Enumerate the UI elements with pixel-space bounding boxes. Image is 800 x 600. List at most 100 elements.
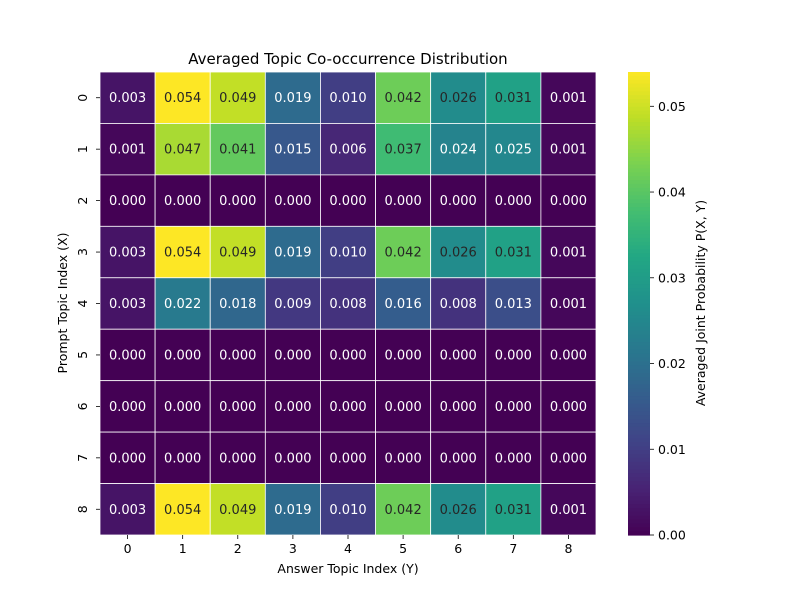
heatmap-cell — [209, 123, 266, 176]
heatmap-cell — [540, 328, 597, 382]
cell-value-label: 0.000 — [164, 451, 201, 466]
heatmap-cell — [264, 431, 321, 484]
cell-value-label: 0.047 — [164, 143, 201, 158]
y-axis: 0 1 2 3 4 5 6 7 8 — [75, 94, 100, 513]
heatmap-cell — [430, 277, 487, 330]
colorbar-segment — [628, 388, 650, 393]
heatmap-cell — [154, 174, 211, 227]
cell-value-label: 0.000 — [219, 400, 256, 415]
cell-value-label: 0.018 — [219, 297, 256, 312]
x-tick-label: 0 — [124, 541, 132, 556]
colorbar-segment — [628, 295, 650, 301]
colorbar-segment — [628, 527, 650, 532]
colorbar-segment — [628, 353, 650, 359]
colorbar-segment — [628, 461, 650, 467]
colorbar-segment — [628, 191, 650, 197]
colorbar-segment — [628, 531, 650, 536]
heatmap-cell — [320, 328, 376, 382]
heatmap-cells: 0.003 0.054 0.049 0.019 0.010 0.042 0.026 0.031… — [99, 71, 597, 536]
cell-value-label: 0.026 — [440, 91, 477, 106]
colorbar-segment — [628, 519, 650, 525]
cell-value-label: 0.000 — [550, 194, 587, 209]
colorbar-segment — [628, 245, 650, 251]
colorbar-segment — [628, 122, 650, 127]
heatmap-cell — [154, 71, 211, 124]
y-tick-label: 5 — [75, 351, 90, 359]
cell-value-label: 0.000 — [109, 400, 146, 415]
cell-value-label: 0.031 — [495, 91, 532, 106]
colorbar-segment — [628, 234, 650, 239]
cell-value-label: 0.000 — [495, 194, 532, 209]
heatmap-cell — [99, 225, 156, 279]
cell-value-label: 0.010 — [329, 91, 366, 106]
colorbar-segment — [628, 180, 650, 185]
cell-value-label: 0.049 — [219, 91, 256, 106]
y-axis-label: Prompt Topic Index (X) — [55, 233, 70, 374]
cell-value-label: 0.042 — [385, 246, 422, 261]
cell-value-label: 0.001 — [550, 503, 587, 518]
x-axis-label: Answer Topic Index (Y) — [277, 561, 418, 576]
x-tick-label: 2 — [234, 541, 242, 556]
colorbar-segment — [628, 126, 650, 131]
colorbar-segment — [628, 511, 650, 517]
heatmap-cell — [375, 431, 432, 484]
cell-value-label: 0.054 — [164, 246, 201, 261]
colorbar-segment — [628, 75, 650, 81]
heatmap-cell — [540, 483, 597, 536]
colorbar-segment — [628, 496, 650, 501]
colorbar-segment — [628, 268, 650, 274]
cell-value-label: 0.000 — [385, 451, 422, 466]
colorbar-segment — [628, 345, 650, 351]
colorbar-segment — [628, 95, 650, 100]
cell-value-label: 0.022 — [164, 297, 201, 312]
cell-value-label: 0.041 — [219, 143, 256, 158]
colorbar-segment — [628, 438, 650, 443]
heatmap-cell — [320, 174, 376, 227]
colorbar-segment — [628, 210, 650, 216]
colorbar-segment — [628, 446, 650, 451]
cell-value-label: 0.019 — [274, 503, 311, 518]
colorbar-segment — [628, 507, 650, 513]
colorbar-segment — [628, 423, 650, 428]
x-tick-label: 4 — [344, 541, 352, 556]
colorbar-segment — [628, 129, 650, 135]
colorbar-segment — [628, 195, 650, 200]
cell-value-label: 0.003 — [109, 91, 146, 106]
cell-value-label: 0.000 — [495, 451, 532, 466]
colorbar-segment — [628, 230, 650, 235]
colorbar-segment — [628, 372, 650, 378]
cell-value-label: 0.000 — [274, 194, 311, 209]
colorbar-segment — [628, 396, 650, 401]
cell-value-label: 0.000 — [329, 194, 366, 209]
heatmap-cell — [99, 71, 156, 124]
colorbar-segment — [628, 203, 650, 208]
cell-value-label: 0.008 — [440, 297, 477, 312]
colorbar: 0.00 0.01 0.02 0.03 0.04 0.05 — [628, 72, 686, 543]
colorbar-segment — [628, 102, 650, 108]
x-tick-label: 3 — [289, 541, 297, 556]
colorbar-segment — [628, 465, 650, 471]
colorbar-segment — [628, 349, 650, 355]
cell-value-label: 0.031 — [495, 246, 532, 261]
heatmap-cell — [375, 71, 432, 124]
colorbar-segment — [628, 253, 650, 258]
cell-value-label: 0.019 — [274, 91, 311, 106]
cell-value-label: 0.000 — [495, 400, 532, 415]
cell-value-label: 0.016 — [385, 297, 422, 312]
heatmap-cell — [154, 328, 211, 382]
colorbar-segment — [628, 492, 650, 498]
cell-value-label: 0.026 — [440, 246, 477, 261]
cell-value-label: 0.019 — [274, 246, 311, 261]
y-tick-label: 0 — [75, 94, 90, 102]
colorbar-segment — [628, 411, 650, 416]
cell-value-label: 0.013 — [495, 297, 532, 312]
x-axis: 0 1 2 3 4 5 6 7 8 — [124, 535, 572, 556]
heatmap-cell — [375, 328, 432, 382]
cell-value-label: 0.000 — [219, 451, 256, 466]
heatmap-cell — [209, 431, 266, 484]
colorbar-tick-label: 0.03 — [658, 270, 686, 285]
colorbar-segment — [628, 488, 650, 494]
cell-value-label: 0.049 — [219, 503, 256, 518]
colorbar-tick-label: 0.05 — [658, 99, 686, 114]
cell-value-label: 0.054 — [164, 503, 201, 518]
